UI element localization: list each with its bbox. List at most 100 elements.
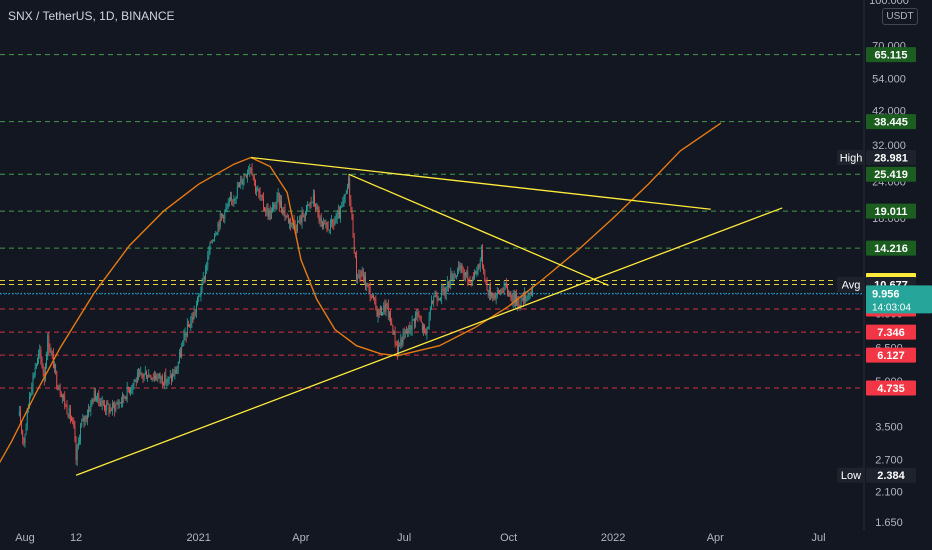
candle-body	[108, 404, 110, 413]
candle-body	[248, 171, 250, 173]
candle-body	[366, 283, 368, 287]
candle-body	[64, 396, 66, 406]
candle-body	[511, 299, 513, 302]
candle-body	[391, 320, 393, 326]
candle-body	[235, 196, 237, 199]
candle-body	[197, 297, 198, 305]
y-tick-label: 100.000	[869, 0, 909, 7]
candle-body	[275, 203, 277, 209]
candle-body	[386, 303, 388, 306]
candle-body	[308, 204, 310, 206]
candle-body	[479, 259, 481, 268]
candle-body	[43, 372, 45, 380]
candle-body	[199, 295, 201, 297]
candle-body	[425, 328, 427, 335]
level-tag: 14.216	[874, 243, 908, 255]
candle-body	[207, 254, 209, 267]
candle-body	[305, 211, 306, 218]
candle-body	[345, 190, 347, 194]
candle-body	[35, 364, 37, 368]
candle-body	[76, 447, 78, 461]
candle-body	[127, 386, 129, 390]
candle-body	[18, 411, 20, 416]
candle-body	[311, 201, 313, 203]
candle-body	[178, 352, 180, 363]
candle-body	[68, 408, 70, 417]
candle-body	[416, 312, 418, 315]
candle-body	[93, 390, 95, 402]
candle-body	[414, 319, 415, 324]
candle-body	[469, 280, 471, 282]
candle-body	[298, 221, 299, 223]
candle-body	[339, 210, 340, 219]
candle-body	[332, 220, 334, 223]
candle-body	[150, 376, 152, 380]
candle-body	[465, 272, 466, 276]
candle-body	[331, 220, 332, 221]
candle-body	[263, 197, 264, 208]
candle-body	[190, 322, 192, 328]
candle-body	[129, 389, 130, 393]
candle-body	[278, 193, 280, 206]
candle-body	[118, 402, 120, 405]
candle-body	[47, 336, 49, 358]
candle-body	[410, 329, 412, 331]
level-tag: 4.735	[877, 383, 905, 395]
candle-body	[192, 317, 194, 320]
candle-body	[442, 289, 444, 291]
lower-trendline	[75, 207, 783, 476]
candle-body	[218, 223, 220, 227]
candle-body	[147, 377, 148, 379]
candle-body	[210, 241, 212, 243]
candle-body	[368, 285, 370, 288]
candle-body	[437, 298, 439, 301]
candle-body	[353, 237, 355, 253]
candle-body	[41, 358, 43, 368]
candle-body	[500, 290, 502, 293]
candle-body	[94, 390, 96, 401]
candle-body	[121, 402, 122, 404]
candle-body	[379, 306, 381, 315]
candle-body	[484, 270, 486, 282]
candle-body	[280, 200, 281, 206]
candle-body	[81, 421, 83, 426]
candle-body	[360, 275, 362, 277]
candle-body	[132, 383, 134, 389]
candle-body	[412, 319, 414, 321]
candle-body	[419, 316, 421, 321]
candle-body	[114, 404, 116, 411]
candle-body	[110, 408, 112, 411]
candle-body	[307, 204, 309, 206]
candle-body	[350, 199, 352, 207]
currency-badge[interactable]: USDT	[882, 8, 918, 25]
candle-body	[505, 283, 507, 287]
candle-body	[196, 304, 197, 313]
candle-body	[101, 401, 103, 404]
candle-body	[459, 265, 461, 270]
candle-body	[376, 307, 378, 317]
candle-body	[383, 304, 385, 313]
candle-body	[471, 277, 473, 285]
candle-body	[176, 367, 178, 374]
candle-body	[521, 297, 523, 299]
candle-body	[357, 278, 359, 280]
candle-body	[341, 205, 343, 207]
candle-body	[117, 403, 119, 405]
level-tag-bg	[866, 324, 916, 340]
low-value-tag-bg	[866, 467, 916, 483]
candle-body	[109, 408, 111, 413]
candle-body	[433, 296, 435, 304]
candle-body	[477, 265, 479, 271]
candle-body	[294, 224, 296, 230]
candle-body	[56, 371, 58, 387]
y-tick-label: 2.100	[875, 486, 903, 498]
candle-body	[260, 195, 262, 197]
candle-body	[265, 210, 267, 213]
candle-body	[448, 281, 449, 288]
candle-body	[62, 396, 63, 398]
candle-body	[336, 213, 338, 219]
candle-body	[227, 202, 229, 207]
candle-body	[362, 271, 364, 282]
